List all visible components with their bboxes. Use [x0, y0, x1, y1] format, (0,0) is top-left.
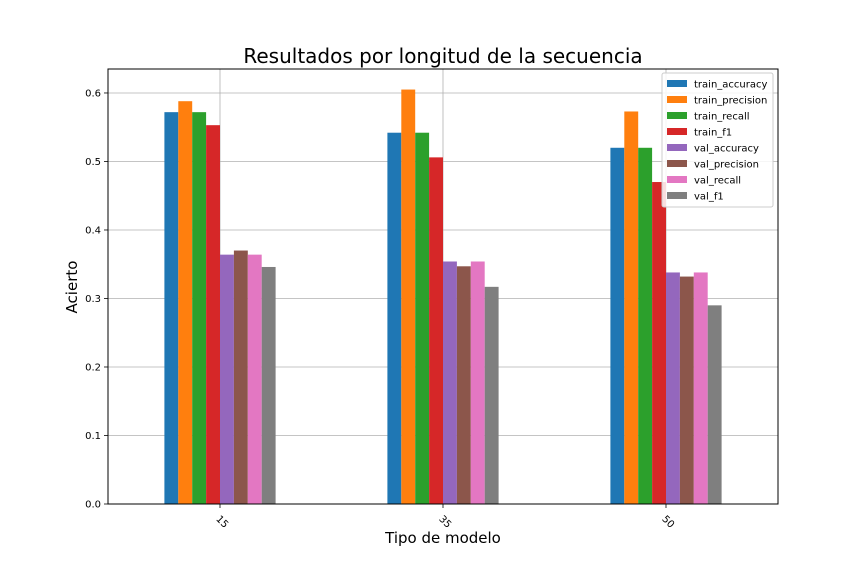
bar-train_recall-15 — [192, 112, 207, 505]
y-tick-label: 0.6 — [85, 88, 101, 99]
legend-swatch-val_precision — [667, 160, 687, 167]
legend-entry-train_accuracy: train_accuracy — [694, 80, 767, 91]
bar-train_recall-35 — [415, 132, 430, 504]
legend-swatch-val_recall — [667, 176, 687, 183]
y-tick-label: 0.3 — [85, 294, 101, 305]
bar-val_recall-50 — [693, 272, 708, 504]
y-tick-label: 0.5 — [85, 157, 101, 168]
legend-entry-train_precision: train_precision — [694, 96, 767, 107]
legend-entry-val_recall: val_recall — [694, 176, 741, 187]
legend-entry-val_precision: val_precision — [694, 160, 759, 171]
bar-train_precision-15 — [178, 101, 193, 505]
bar-train_accuracy-15 — [164, 112, 179, 505]
y-tick-label: 0.1 — [85, 431, 101, 442]
bar-val_recall-35 — [470, 261, 485, 504]
bar-val_f1-15 — [261, 266, 276, 504]
legend-swatch-train_accuracy — [667, 80, 687, 87]
bar-val_precision-50 — [679, 276, 694, 504]
x-axis-label: Tipo de modelo — [384, 529, 501, 547]
bar-train_accuracy-35 — [387, 132, 402, 504]
legend-swatch-val_accuracy — [667, 144, 687, 151]
y-axis-label: Acierto — [63, 261, 81, 314]
bar-val_accuracy-35 — [443, 261, 457, 504]
bar-val_accuracy-50 — [666, 272, 680, 504]
bars — [164, 89, 722, 505]
bar-val_precision-15 — [233, 250, 248, 504]
x-tick-label: 50 — [659, 514, 676, 531]
bar-train_f1-15 — [206, 125, 220, 505]
bar-val_recall-15 — [247, 254, 262, 504]
legend-box — [661, 72, 774, 208]
legend-swatch-train_recall — [667, 112, 687, 119]
bar-train_precision-50 — [624, 111, 639, 504]
bar-train_recall-50 — [638, 147, 653, 504]
x-axis-ticks: 15 35 50 — [213, 504, 676, 531]
legend-swatch-train_f1 — [667, 128, 687, 135]
chart-title: Resultados por longitud de la secuencia — [243, 44, 642, 68]
bar-val_f1-50 — [707, 305, 722, 504]
legend-entry-val_accuracy: val_accuracy — [694, 144, 759, 155]
legend-swatch-val_f1 — [667, 192, 687, 199]
bar-val_precision-35 — [456, 266, 471, 504]
bar-train_precision-35 — [401, 89, 416, 504]
bar-val_f1-35 — [484, 286, 499, 504]
bar-train_f1-50 — [652, 182, 666, 504]
bar-train_f1-35 — [429, 157, 443, 505]
legend-entry-train_f1: train_f1 — [694, 128, 732, 139]
legend-entry-val_f1: val_f1 — [694, 192, 724, 203]
y-tick-label: 0.0 — [85, 500, 101, 511]
legend-entry-train_recall: train_recall — [694, 112, 750, 123]
y-axis-ticks: 0.0 0.1 0.2 0.3 0.4 0.5 0.6 — [85, 88, 108, 511]
bar-val_accuracy-15 — [220, 254, 234, 504]
y-tick-label: 0.2 — [85, 362, 101, 373]
legend-swatch-train_precision — [667, 96, 687, 103]
y-tick-label: 0.4 — [85, 225, 101, 236]
x-tick-label: 15 — [213, 514, 230, 531]
bar-train_accuracy-50 — [610, 147, 625, 504]
legend: train_accuracy train_precision train_recal… — [661, 72, 774, 208]
